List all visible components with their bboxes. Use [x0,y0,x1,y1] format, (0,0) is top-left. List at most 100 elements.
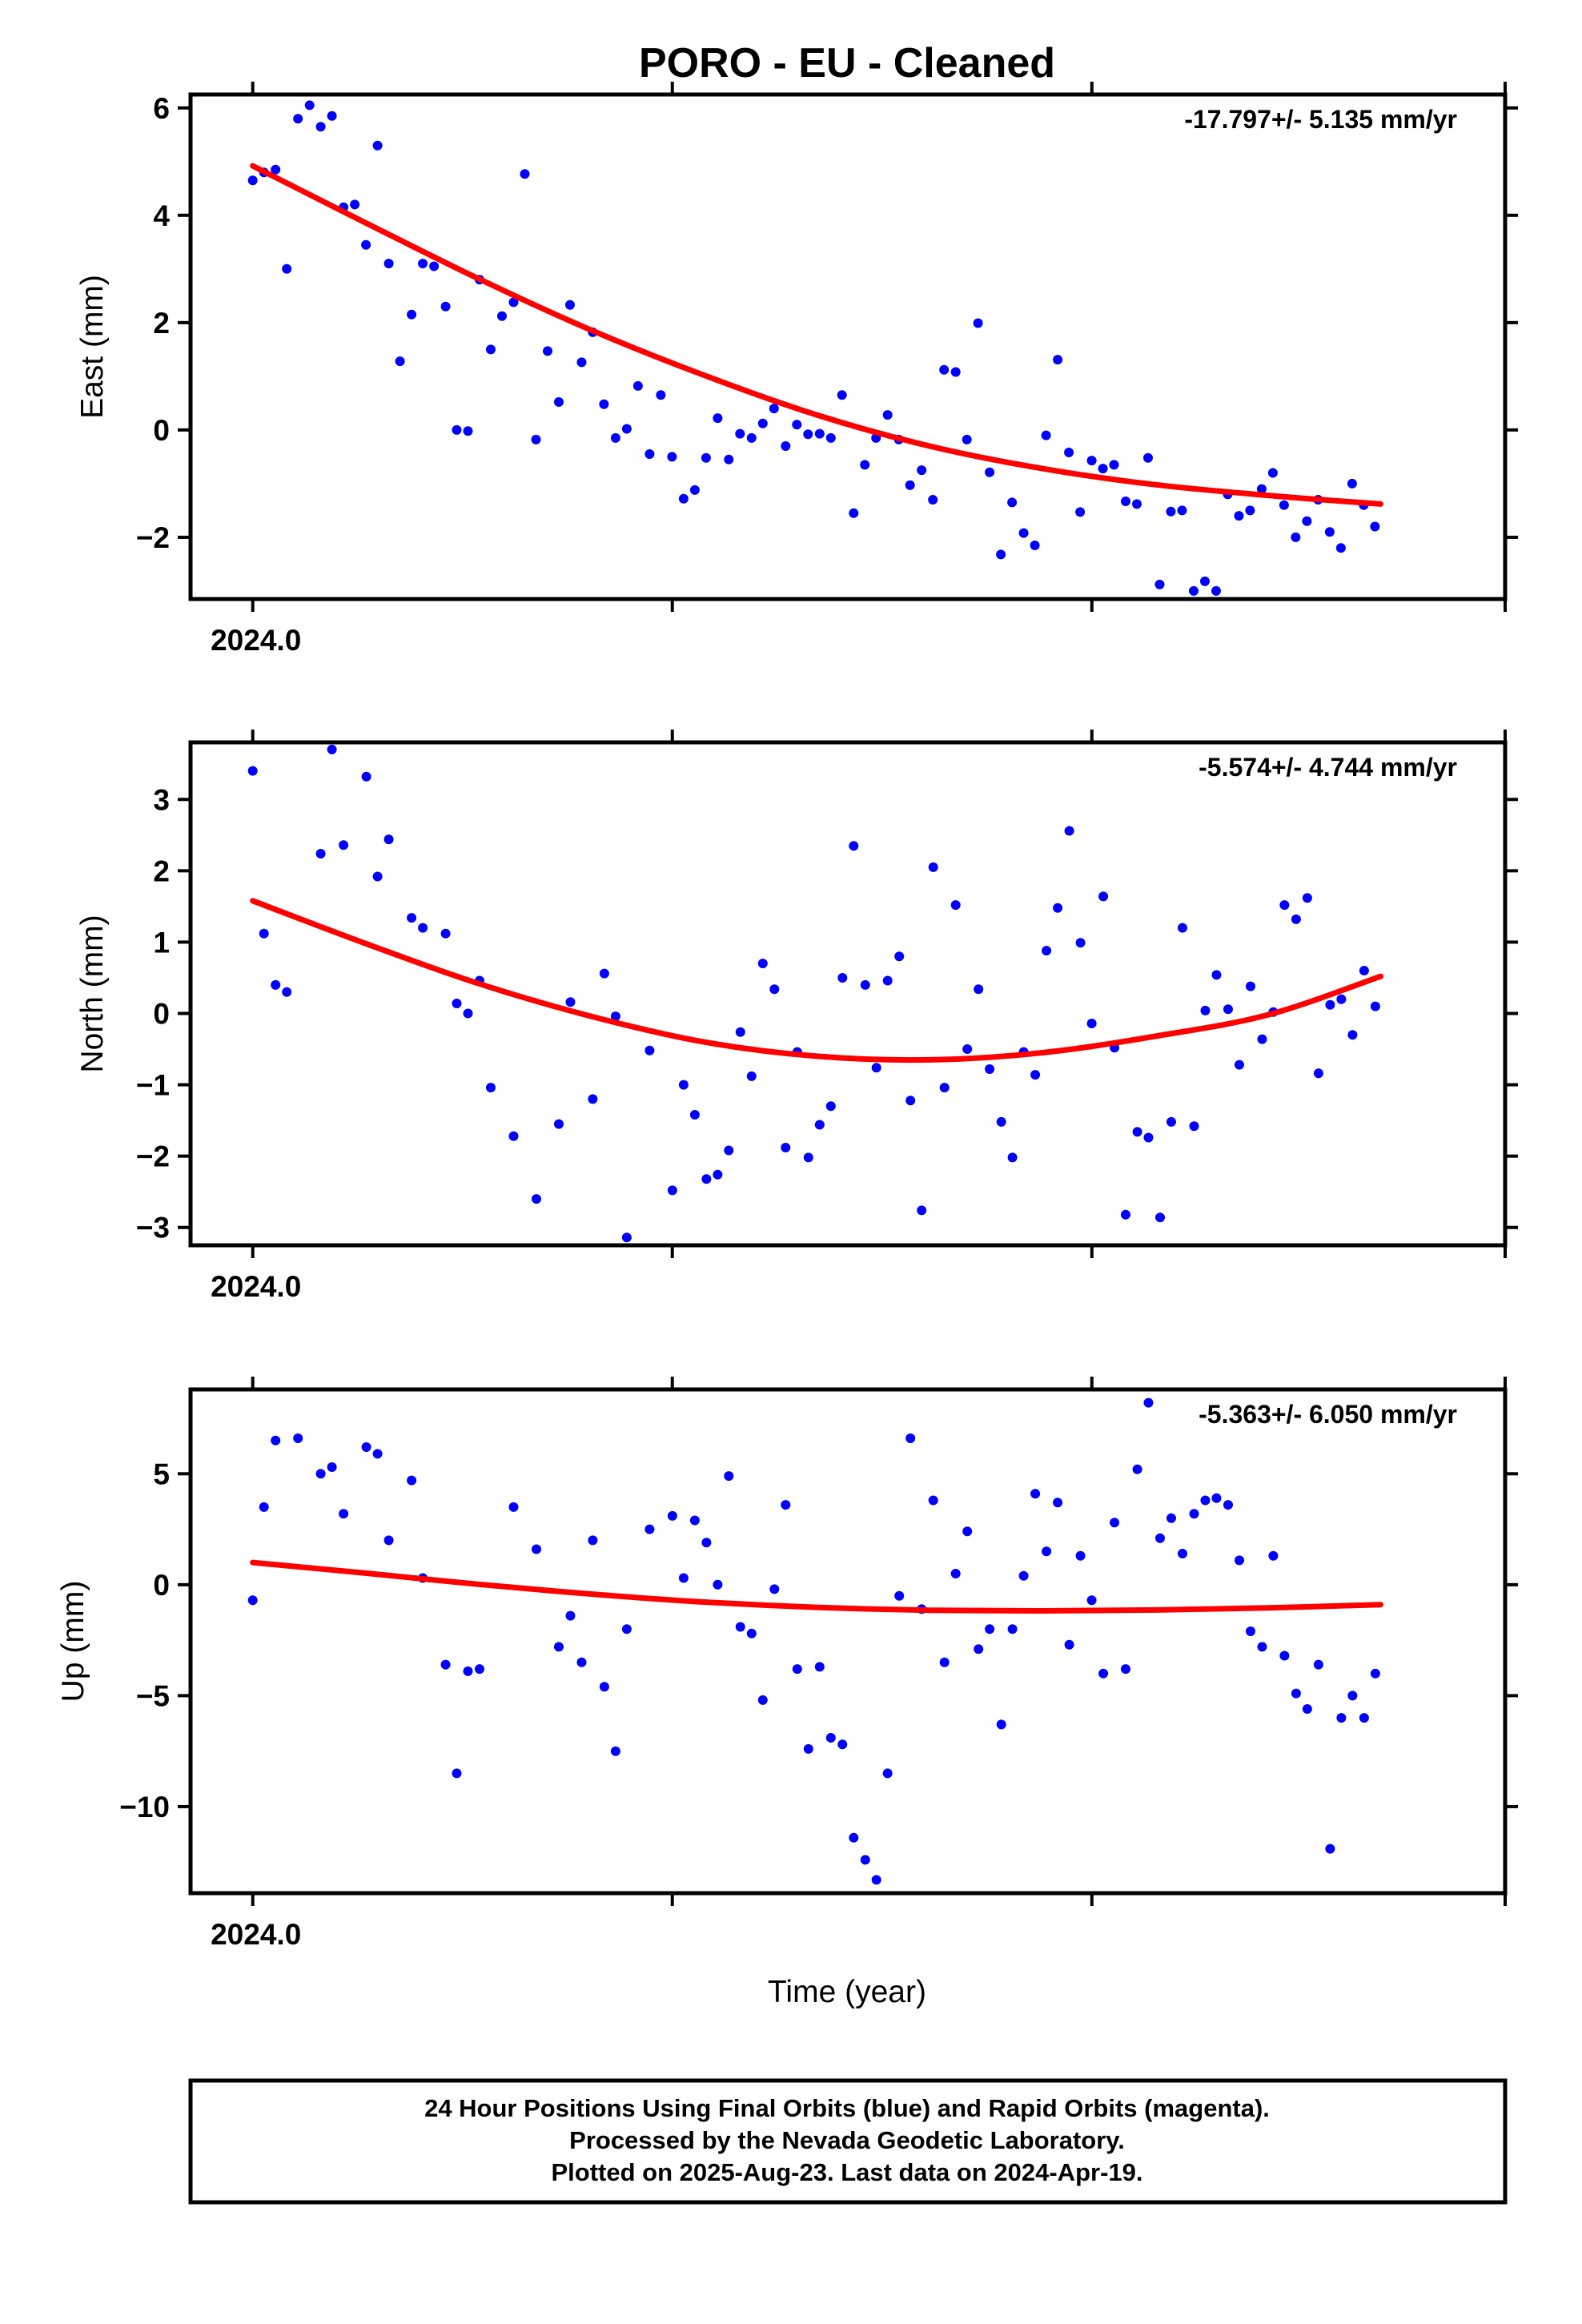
north-y-tick-label: −3 [136,1212,170,1244]
north-data-point [486,1083,496,1093]
chart-title: PORO - EU - Cleaned [639,40,1055,86]
up-data-point [735,1622,745,1632]
up-data-point [1359,1713,1369,1723]
east-data-point [701,452,711,463]
up-data-point [315,1469,326,1479]
north-rate-label: -5.574+/- 4.744 mm/yr [1199,753,1457,782]
north-data-point [769,984,780,995]
east-data-point [531,434,541,444]
east-data-point [781,441,791,451]
east-data-point [713,413,723,424]
north-data-point [735,1027,745,1037]
north-data-point [825,1101,836,1112]
north-data-point [1223,1004,1233,1015]
up-data-point [271,1435,281,1445]
east-y-tick-label: 6 [153,92,170,125]
up-data-point [532,1544,541,1554]
up-data-point [1053,1498,1063,1508]
north-data-point [689,1110,700,1120]
east-y-tick-label: 0 [153,414,170,447]
east-data-point [656,390,666,400]
north-data-point [1121,1209,1130,1220]
up-data-point [293,1433,303,1443]
up-rate-label: -5.363+/- 6.050 mm/yr [1199,1400,1457,1429]
east-data-point [497,311,507,321]
north-data-point [928,862,938,872]
north-data-point [259,928,269,939]
north-data-point [746,1071,757,1081]
footer-box [188,2078,1508,2205]
east-data-point [996,549,1006,560]
up-data-point [1155,1533,1165,1543]
east-data-point [1211,585,1221,596]
up-data-point [713,1579,723,1590]
east-data-point [554,397,564,407]
up-data-point [452,1768,462,1779]
east-data-point [1291,532,1301,542]
north-data-point [508,1131,519,1141]
north-data-point [724,1145,734,1156]
east-data-point [315,122,326,132]
up-plot-frame [188,1387,1508,1896]
up-data-point [678,1573,689,1583]
north-data-point [1098,891,1109,902]
east-data-point [1075,507,1086,517]
north-data-point [1030,1070,1041,1080]
up-axis-label: Up (mm) [56,1581,90,1703]
up-data-point [1064,1639,1074,1650]
east-data-point [1302,516,1312,526]
east-data-point [985,467,995,477]
north-data-point [1313,1068,1323,1079]
east-data-point [837,390,847,400]
east-data-point [452,424,462,435]
north-data-point [1132,1127,1142,1137]
east-data-point [1347,478,1357,489]
north-data-point [1235,1059,1244,1070]
up-data-point [837,1739,848,1750]
up-data-point [1211,1493,1222,1503]
north-data-point [814,1120,825,1130]
north-points [247,744,1380,1243]
north-data-point [1178,923,1187,933]
up-x-tick-label: 2024.0 [211,1918,301,1951]
up-data-point [610,1746,620,1756]
east-data-point [1086,456,1097,466]
east-data-point [1335,543,1346,553]
up-data-point [962,1526,973,1537]
north-data-point [985,1064,995,1074]
up-data-point [475,1664,484,1675]
up-data-point [905,1433,916,1443]
east-data-point [599,399,609,409]
north-data-point [588,1094,598,1104]
north-data-point [271,979,281,990]
north-data-point [282,987,292,997]
north-data-point [1257,1034,1267,1044]
up-data-point [860,1855,870,1865]
up-data-point [849,1832,859,1843]
up-data-point [1279,1651,1290,1661]
east-data-point [576,357,587,368]
east-data-point [418,259,428,269]
up-data-point [1121,1664,1130,1675]
east-data-point [1041,430,1051,440]
up-data-point [701,1538,712,1548]
east-axis-label: East (mm) [75,275,110,419]
north-y-tick-label: 2 [153,854,170,887]
east-data-point [361,239,371,250]
north-data-point [962,1044,973,1054]
up-data-point [1246,1626,1255,1636]
north-data-point [713,1169,723,1180]
east-data-point [1166,506,1176,517]
up-data-point [259,1502,269,1512]
north-ticks: −3 −2 −1 0 1 2 3 [136,730,1518,1258]
north-y-tick-label: 3 [153,783,170,816]
east-data-point [769,404,779,414]
up-data-point [757,1695,768,1705]
east-data-point [383,259,394,269]
north-data-point [610,1011,620,1022]
up-ticks: −10 −5 0 5 [119,1377,1518,1906]
up-data-point [939,1657,950,1667]
north-fit-line [250,898,1384,1063]
east-data-point [395,356,405,367]
